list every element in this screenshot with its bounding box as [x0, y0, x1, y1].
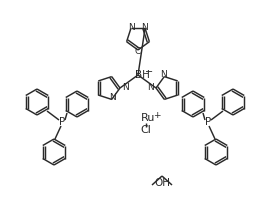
Text: Cl: Cl: [140, 125, 152, 135]
Text: N: N: [109, 93, 116, 102]
Text: N: N: [122, 84, 129, 92]
Text: N: N: [141, 23, 147, 32]
Text: P: P: [205, 117, 211, 127]
Text: Ru: Ru: [141, 113, 155, 123]
Text: N: N: [129, 23, 135, 32]
Text: BH: BH: [135, 70, 149, 80]
Text: OH: OH: [154, 178, 170, 188]
Text: −: −: [145, 67, 153, 77]
Text: N: N: [147, 84, 154, 92]
Text: N: N: [160, 70, 167, 79]
Text: C: C: [135, 46, 141, 56]
Text: P: P: [59, 117, 65, 127]
Text: +: +: [153, 110, 161, 120]
